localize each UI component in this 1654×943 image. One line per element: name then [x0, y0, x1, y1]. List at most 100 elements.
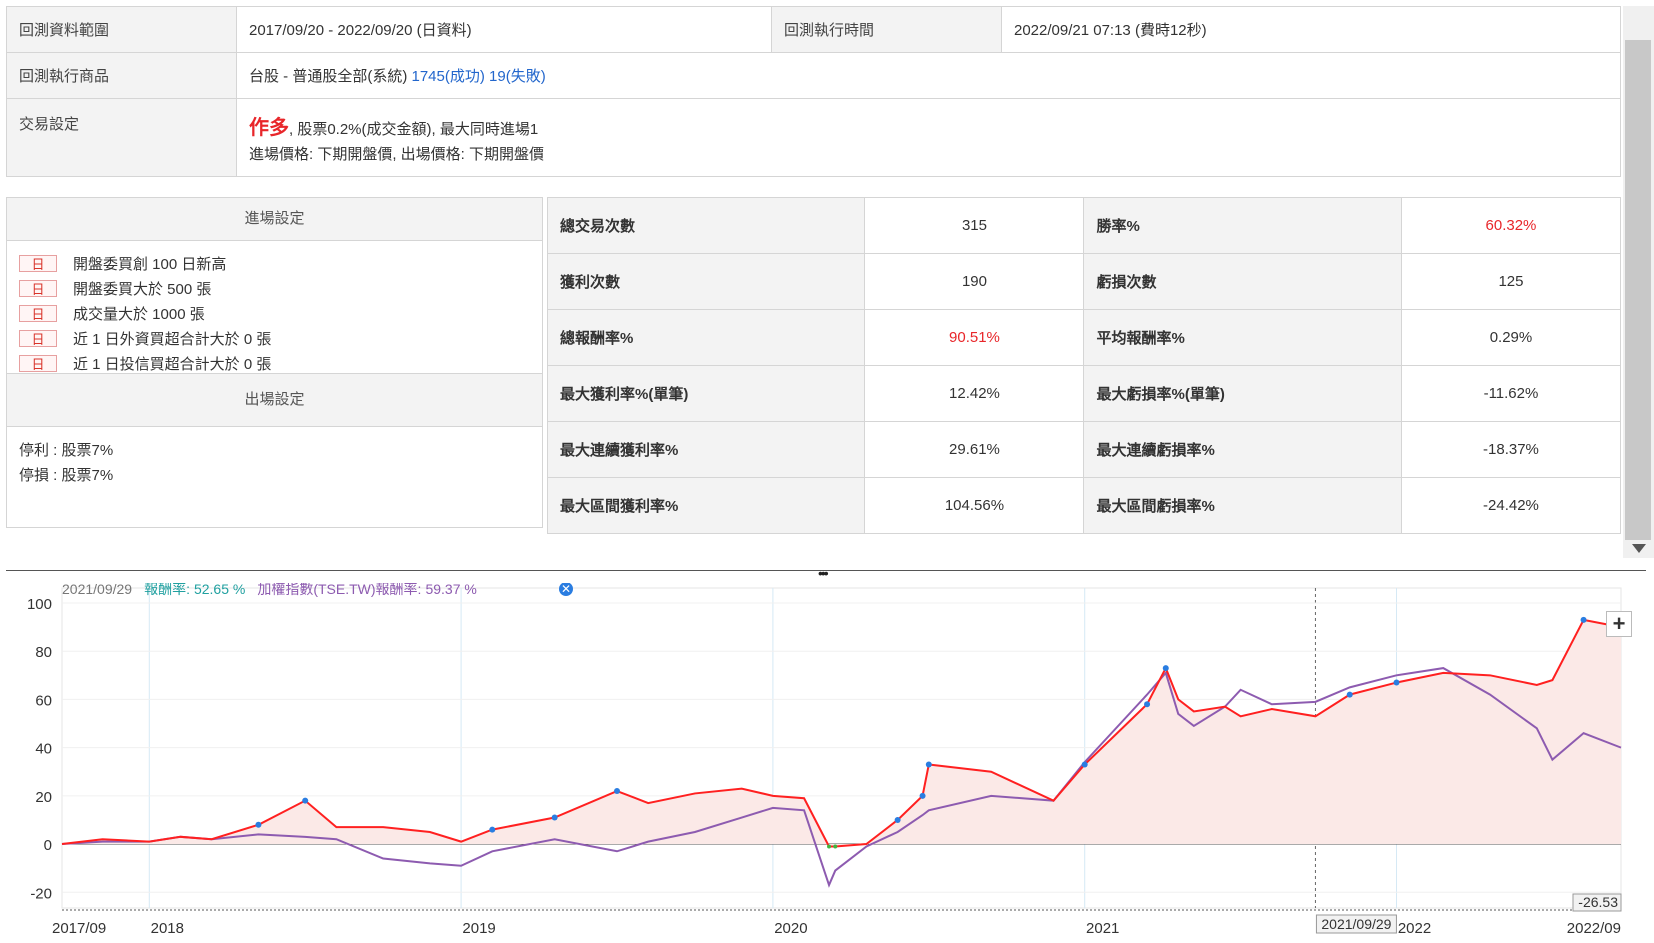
y-tick-label: 80 [35, 644, 52, 661]
stat-value: -18.37% [1400, 421, 1622, 478]
day-tag: 日 [19, 280, 57, 297]
tooltip-s2-value: 59.37 % [425, 583, 476, 597]
strategy-area-fill [62, 619, 1621, 847]
x-tick-label: 2022/09 [1567, 920, 1621, 937]
stats-row: 最大獲利率%(單筆) 12.42% 最大虧損率%(單筆) -11.62% [546, 365, 1622, 422]
condition-item: 日近 1 日外資買超合計大於 0 張 [7, 326, 542, 351]
stats-row: 總交易次數 315 勝率% 60.32% [546, 197, 1622, 254]
crosshair-date-box [1315, 914, 1397, 934]
entry-point [1162, 665, 1169, 672]
tooltip-date: 2021/09/29 [62, 583, 132, 597]
stop-loss-rule: 停損 : 股票7% [19, 467, 114, 484]
exec-time-value: 2022/09/21 07:13 (費時12秒) [1001, 6, 1621, 53]
y-min-label: -26.53 [1578, 894, 1618, 910]
plus-icon[interactable]: + [1606, 611, 1632, 637]
scrollbar[interactable] [1623, 6, 1654, 558]
stat-value: 12.42% [864, 365, 1085, 422]
entry-point [1393, 679, 1400, 686]
scrollbar-thumb[interactable] [1625, 40, 1651, 540]
product-fail-link[interactable]: 19(失敗) [489, 68, 546, 85]
product-cell: 台股 - 普通股全部(系統) 1745(成功) 19(失敗) [236, 52, 1621, 99]
returns-chart: 100 80 60 40 20 0 -20 2017/09 2018 2019 2020 2021 20… [27, 583, 1622, 937]
entry-point [1346, 691, 1353, 698]
product-success-link[interactable]: 1745(成功) [411, 68, 485, 85]
stat-value: -11.62% [1400, 365, 1622, 422]
entry-point [302, 797, 309, 804]
trade-cell: 作多, 股票0.2%(成交金額), 最大同時進場1 進場價格: 下期開盤價, 出… [236, 98, 1621, 177]
entry-settings-panel: 進場設定 日開盤委買創 100 日新高 日開盤委買大於 500 張 日成交量大於… [6, 197, 543, 528]
tooltip-s1-value: 52.65 % [194, 583, 245, 597]
x-tick-label: 2021 [1086, 920, 1119, 937]
backtest-info-table: 回測資料範圍 2017/09/20 - 2022/09/20 (日資料) 回測執… [6, 6, 1621, 177]
stats-row: 最大連續獲利率% 29.61% 最大連續虧損率% -18.37% [546, 421, 1622, 478]
stat-value: 125 [1400, 253, 1622, 310]
drag-handle-icon[interactable]: ••• [818, 565, 829, 581]
entry-conditions: 日開盤委買創 100 日新高 日開盤委買大於 500 張 日成交量大於 1000… [7, 241, 542, 373]
stat-label: 最大連續獲利率% [546, 421, 866, 478]
stat-value: 190 [864, 253, 1085, 310]
stat-value: 60.32% [1400, 197, 1622, 254]
exec-time-label: 回測執行時間 [771, 6, 1002, 53]
y-tick-label: -20 [30, 885, 52, 902]
range-value: 2017/09/20 - 2022/09/20 (日資料) [236, 6, 772, 53]
day-tag: 日 [19, 355, 57, 372]
below-zero-point [827, 844, 832, 849]
trade-direction: 作多 [249, 117, 289, 139]
condition-item: 日成交量大於 1000 張 [7, 301, 542, 326]
day-tag: 日 [19, 330, 57, 347]
x-tick-label: 2022 [1398, 920, 1431, 937]
stat-label: 總交易次數 [546, 197, 866, 254]
tooltip-s1-label: 報酬率: [144, 583, 190, 597]
stat-value: 29.61% [864, 421, 1085, 478]
stat-label: 獲利次數 [546, 253, 866, 310]
stat-label: 勝率% [1083, 197, 1402, 254]
x-tick-label: 2017/09 [52, 920, 106, 937]
entry-point [489, 826, 496, 833]
entry-point [919, 792, 926, 799]
stat-label: 最大虧損率%(單筆) [1083, 365, 1402, 422]
tooltip-s2-label: 加權指數(TSE.TW)報酬率: [257, 583, 421, 597]
entry-point [255, 821, 262, 828]
entry-point [1081, 761, 1088, 768]
stat-label: 虧損次數 [1083, 253, 1402, 310]
entry-point [1144, 701, 1151, 708]
product-label: 回測執行商品 [6, 52, 237, 99]
entry-point [551, 814, 558, 821]
crosshair-date-label: 2021/09/29 [1321, 916, 1391, 932]
panel-divider[interactable] [6, 570, 1646, 571]
stat-value: 104.56% [864, 477, 1085, 534]
stats-table: 總交易次數 315 勝率% 60.32% 獲利次數 190 虧損次數 125 總報酬率% 90.5… [546, 197, 1622, 534]
stat-label: 最大區間獲利率% [546, 477, 866, 534]
y-tick-label: 0 [44, 837, 52, 854]
y-min-box [1572, 893, 1622, 912]
entry-title: 進場設定 [7, 198, 542, 241]
entry-point [614, 788, 621, 795]
stats-row: 總報酬率% 90.51% 平均報酬率% 0.29% [546, 309, 1622, 366]
y-tick-label: 40 [35, 741, 52, 758]
trade-price: 進場價格: 下期開盤價, 出場價格: 下期開盤價 [249, 146, 545, 163]
trade-label: 交易設定 [6, 98, 237, 177]
take-profit-rule: 停利 : 股票7% [19, 442, 114, 459]
info-circle-glyph: ✕ [561, 583, 571, 596]
stat-label: 平均報酬率% [1083, 309, 1402, 366]
stat-label: 最大區間虧損率% [1083, 477, 1402, 534]
x-tick-label: 2020 [774, 920, 807, 937]
stat-value: -24.42% [1400, 477, 1622, 534]
stat-label: 總報酬率% [546, 309, 866, 366]
stat-value: 0.29% [1400, 309, 1622, 366]
stat-label: 最大連續虧損率% [1083, 421, 1402, 478]
condition-item: 日近 1 日投信買超合計大於 0 張 [7, 351, 542, 376]
entry-point [925, 761, 932, 768]
strategy-return-line [61, 618, 1622, 848]
chart-tooltip: 2021/09/29 報酬率: 52.65 % 加權指數(TSE.TW)報酬率: 59.… [62, 583, 477, 597]
below-zero-point [833, 844, 838, 849]
y-tick-label: 20 [35, 789, 52, 806]
triangle-down-icon[interactable] [1632, 544, 1646, 554]
condition-item: 日開盤委買大於 500 張 [7, 276, 542, 301]
exit-title: 出場設定 [7, 373, 542, 427]
day-tag: 日 [19, 305, 57, 322]
info-circle-icon[interactable] [559, 583, 573, 596]
trade-detail: , 股票0.2%(成交金額), 最大同時進場1 [289, 121, 539, 138]
entry-point [894, 816, 901, 823]
y-tick-label: 60 [35, 692, 52, 709]
